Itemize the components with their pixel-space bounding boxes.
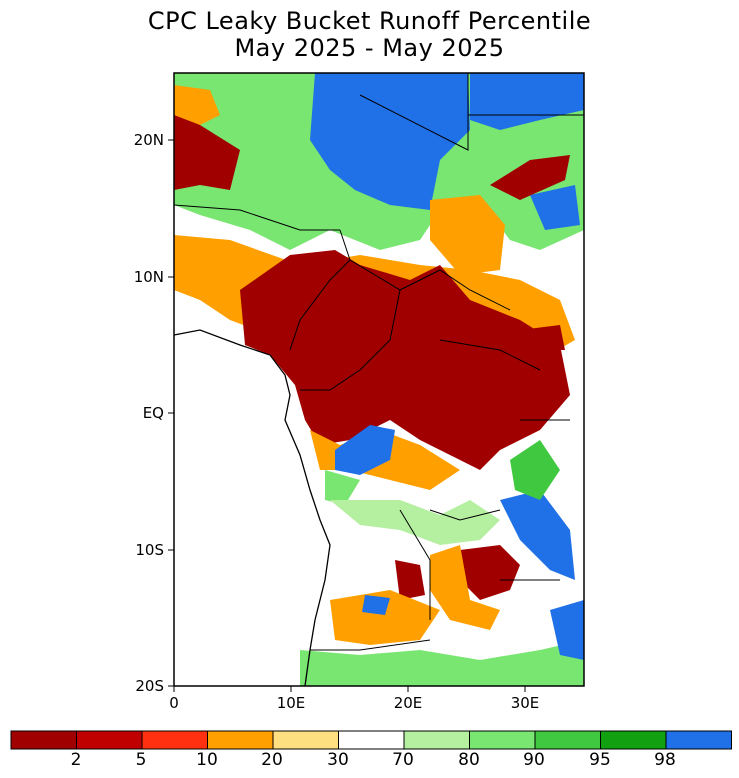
x-tick-label: 20E <box>393 694 423 712</box>
east-blue-patch <box>530 185 580 230</box>
x-tick-label: 10E <box>276 694 306 712</box>
southwest-blue-patch <box>362 595 390 615</box>
y-tick-label: 10N <box>133 268 164 286</box>
mozambique-blue-patch <box>550 600 584 660</box>
colorbar-swatch <box>272 730 339 750</box>
colorbar-label: 98 <box>654 750 676 770</box>
axis-ticks <box>168 139 526 692</box>
colorbar-label: 80 <box>458 750 480 770</box>
east-red-patch <box>520 325 565 350</box>
map-title: CPC Leaky Bucket Runoff Percentile <box>147 7 592 35</box>
northeast-blue-patch <box>470 73 584 130</box>
y-tick-label: 20S <box>135 677 164 695</box>
colorbar-swatch <box>10 730 77 750</box>
south-green-belt <box>300 640 584 686</box>
y-tick-label: EQ <box>142 404 164 422</box>
sudan-red-patch <box>490 155 570 200</box>
colorbar-label: 90 <box>523 750 545 770</box>
zambia-red-patch <box>460 545 520 600</box>
central-red-region <box>240 250 570 470</box>
east-lakes-blue <box>500 490 575 580</box>
chad-orange-patch <box>430 195 505 275</box>
colorbar-label: 30 <box>327 750 349 770</box>
congo-green-fringe <box>325 470 360 505</box>
x-tick-label: 30E <box>510 694 540 712</box>
angola-red-patch <box>395 560 425 600</box>
congo-blue-patch <box>335 425 395 475</box>
north-blue-region <box>310 73 470 210</box>
zambia-orange-patch <box>430 545 500 630</box>
colorbar-swatch <box>403 730 470 750</box>
colorbar-swatch <box>534 730 601 750</box>
colorbar-swatch <box>141 730 208 750</box>
colorbar-swatch <box>600 730 667 750</box>
nw-orange-patch <box>174 85 220 125</box>
colorbar-swatch <box>207 730 274 750</box>
coastline <box>173 329 331 687</box>
angola-orange-patch <box>330 590 440 645</box>
colorbar-swatch <box>338 730 405 750</box>
colorbar-label: 20 <box>261 750 283 770</box>
colorbar-swatch <box>469 730 536 750</box>
colorbar-label: 95 <box>589 750 611 770</box>
nw-red-patch <box>174 110 240 190</box>
map-subtitle: May 2025 - May 2025 <box>234 34 505 62</box>
colorbar <box>10 730 732 750</box>
colorbar-label: 70 <box>392 750 414 770</box>
colorbar-label: 5 <box>135 750 147 770</box>
south-green-region <box>330 500 500 545</box>
country-borders <box>173 73 584 651</box>
x-tick-label: 0 <box>169 694 179 712</box>
colorbar-label: 10 <box>196 750 218 770</box>
colorbar-swatch <box>76 730 143 750</box>
east-green-patch <box>510 440 560 500</box>
y-tick-label: 10S <box>135 541 164 559</box>
colorbar-swatch <box>665 730 732 750</box>
map-frame <box>173 72 585 687</box>
y-tick-label: 20N <box>133 131 164 149</box>
colorbar-label: 2 <box>70 750 82 770</box>
percentile-field <box>174 73 584 686</box>
